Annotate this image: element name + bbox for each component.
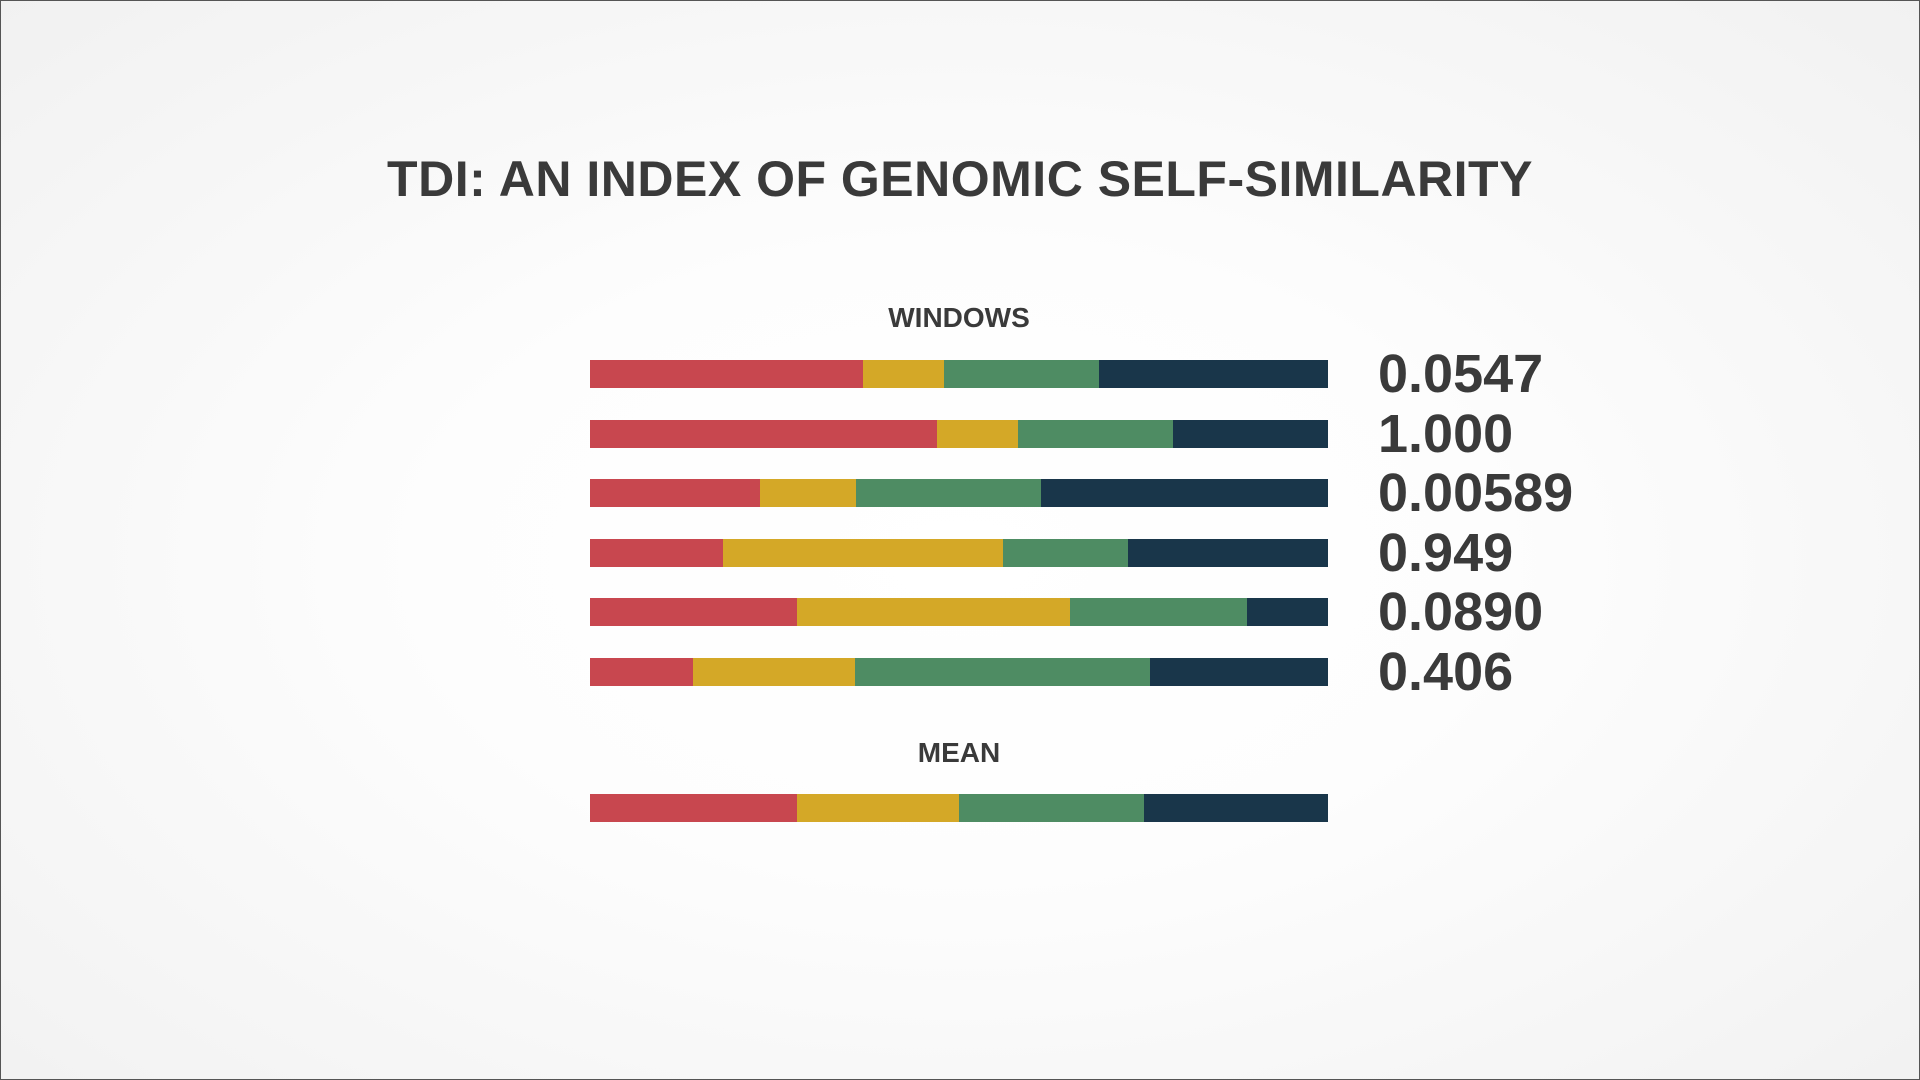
window-bar-6-segment-yellow <box>693 658 855 686</box>
window-bar-6 <box>590 658 1328 686</box>
window-bar-4-segment-navy <box>1128 539 1328 567</box>
window-bar-5 <box>590 598 1328 626</box>
window-bar-2-segment-navy <box>1173 420 1328 448</box>
window-bar-3-segment-red <box>590 479 760 507</box>
window-value-5: 0.0890 <box>1378 582 1544 642</box>
window-bar-2-segment-green <box>1018 420 1173 448</box>
window-bar-1-segment-green <box>944 360 1099 388</box>
window-value-3: 0.00589 <box>1378 463 1574 523</box>
window-bar-5-segment-navy <box>1247 598 1328 626</box>
mean-bar-segment-green <box>959 794 1144 822</box>
windows-label: WINDOWS <box>888 302 1030 333</box>
mean-label: MEAN <box>917 737 1001 768</box>
window-bar-1-segment-yellow <box>863 360 944 388</box>
window-bar-6-segment-navy <box>1150 658 1328 686</box>
window-bar-4-segment-red <box>590 539 723 567</box>
window-value-2: 1.000 <box>1378 404 1514 464</box>
window-bar-5-segment-red <box>590 598 797 626</box>
mean-bar-segment-navy <box>1144 794 1328 822</box>
window-bar-6-segment-green <box>855 658 1150 686</box>
window-bar-2 <box>590 420 1328 448</box>
window-bar-3-segment-navy <box>1041 479 1328 507</box>
mean-bar <box>590 794 1328 822</box>
window-value-4: 0.949 <box>1378 523 1514 583</box>
window-bar-1 <box>590 360 1328 388</box>
mean-bar-segment-red <box>590 794 797 822</box>
window-bar-6-segment-red <box>590 658 693 686</box>
window-bar-3 <box>590 479 1328 507</box>
window-bar-4-segment-yellow <box>723 539 1003 567</box>
window-bar-3-segment-green <box>856 479 1041 507</box>
window-value-1: 0.0547 <box>1378 344 1544 404</box>
window-bar-5-segment-yellow <box>797 598 1070 626</box>
window-bar-5-segment-green <box>1070 598 1247 626</box>
window-bar-4 <box>590 539 1328 567</box>
window-bar-1-segment-red <box>590 360 863 388</box>
window-bar-2-segment-red <box>590 420 937 448</box>
window-value-6: 0.406 <box>1378 642 1514 702</box>
slide-title: TDI: AN INDEX OF GENOMIC SELF-SIMILARITY <box>387 151 1533 207</box>
mean-bar-segment-yellow <box>797 794 959 822</box>
window-bar-4-segment-green <box>1003 539 1128 567</box>
window-bar-3-segment-yellow <box>760 479 856 507</box>
window-bar-1-segment-navy <box>1099 360 1328 388</box>
window-bar-2-segment-yellow <box>937 420 1018 448</box>
